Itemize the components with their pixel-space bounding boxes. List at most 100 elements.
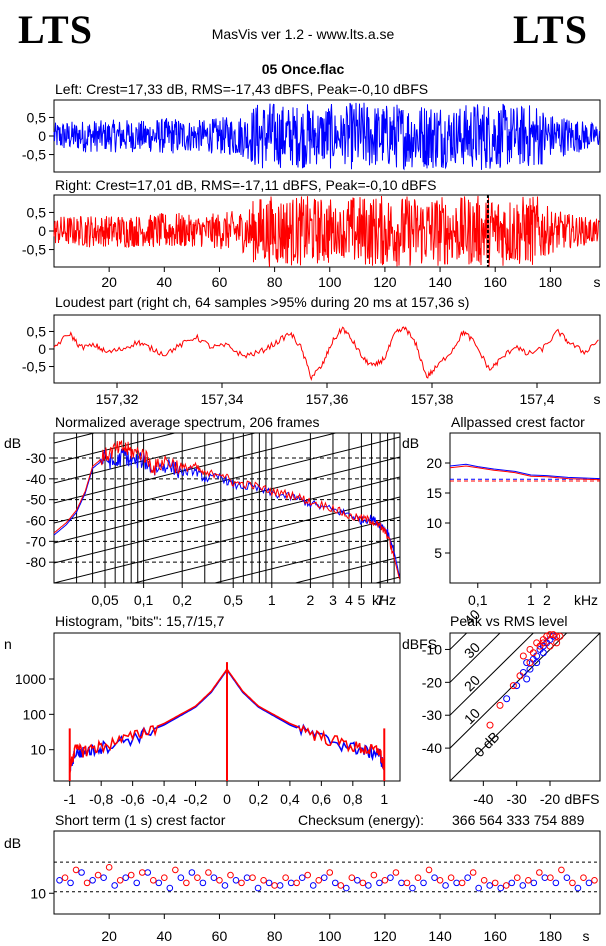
loudest-part-title: Loudest part (right ch, 64 samples >95% … bbox=[55, 294, 470, 310]
short-term-point-1 bbox=[447, 874, 455, 881]
peak-rms-point-1 bbox=[486, 721, 494, 729]
short-term-point-1 bbox=[172, 866, 179, 874]
short-term-point-0 bbox=[210, 874, 218, 881]
histogram-x-label: 0,6 bbox=[312, 791, 332, 807]
peak-rms-y-label: -10 bbox=[422, 641, 442, 657]
short-term-point-1 bbox=[149, 876, 157, 884]
histogram-x-label: 0,4 bbox=[280, 791, 300, 807]
short-term-point-0 bbox=[100, 874, 107, 881]
spectrum-slope-gridline bbox=[54, 496, 400, 583]
allpassed-y-label: 10 bbox=[426, 515, 442, 531]
loudest-part-x-label: 157,4 bbox=[519, 391, 554, 407]
spectrum-x-label: 0,1 bbox=[134, 592, 154, 608]
short-term-point-0 bbox=[221, 882, 229, 889]
short-term-point-0 bbox=[376, 879, 383, 887]
short-term-point-1 bbox=[238, 879, 245, 887]
left-channel-title: Left: Crest=17,33 dB, RMS=-17,43 dBFS, P… bbox=[55, 81, 429, 97]
left-waveform-y-label: -0,5 bbox=[22, 147, 46, 163]
short-term-point-0 bbox=[166, 884, 174, 892]
short-term-point-1 bbox=[72, 866, 80, 874]
short-term-point-0 bbox=[177, 874, 185, 881]
right-waveform-y-label: -0,5 bbox=[22, 242, 46, 258]
short-term-x-label: 160 bbox=[484, 928, 508, 944]
spectrum-x-label: 0,2 bbox=[172, 592, 192, 608]
short-term-point-1 bbox=[547, 874, 554, 881]
peak-rms-point-0 bbox=[519, 668, 527, 676]
spectrum-slope-gridline bbox=[293, 556, 400, 583]
allpassed-x-label: 1 bbox=[527, 592, 535, 608]
short-term-x-label: 100 bbox=[318, 928, 342, 944]
short-term-point-1 bbox=[271, 882, 278, 889]
peak-rms-point-1 bbox=[526, 645, 534, 653]
right-waveform-x-label: 160 bbox=[484, 274, 508, 290]
right-waveform-x-label: 120 bbox=[373, 274, 397, 290]
short-term-point-0 bbox=[232, 876, 240, 884]
allpassed-x-unit: kHz bbox=[574, 592, 598, 608]
spectrum-slope-gridline bbox=[54, 337, 400, 423]
spectrum-x-label: 5 bbox=[358, 592, 366, 608]
short-term-point-1 bbox=[127, 871, 135, 879]
histogram-x-label: -0,4 bbox=[152, 791, 176, 807]
peak-rms-y-label: -40 bbox=[422, 740, 442, 756]
loudest-part-trace bbox=[53, 326, 599, 382]
spectrum-slope-gridline bbox=[54, 433, 177, 464]
left-waveform-y-label: 0,5 bbox=[27, 109, 47, 125]
allpassed-y-label: 15 bbox=[426, 485, 442, 501]
peak-rms-point-0 bbox=[513, 682, 521, 690]
short-term-frame bbox=[53, 830, 601, 915]
short-term-point-1 bbox=[425, 866, 433, 874]
right-waveform-y-label: 0 bbox=[38, 223, 46, 239]
short-term-point-1 bbox=[513, 874, 521, 881]
peak-rms-x-label: -40 bbox=[473, 791, 493, 807]
peak-rms-y-unit: dBFS bbox=[402, 636, 437, 652]
peak-rms-point-1 bbox=[546, 631, 554, 639]
spectrum-slope-gridline bbox=[54, 433, 338, 504]
short-term-point-1 bbox=[183, 879, 190, 887]
right-channel-title: Right: Crest=17,01 dB, RMS=-17,11 dBFS, … bbox=[55, 177, 437, 193]
short-term-x-label: 180 bbox=[539, 928, 563, 944]
short-term-point-1 bbox=[94, 871, 102, 879]
short-term-point-0 bbox=[442, 882, 449, 889]
histogram-x-label: 0,8 bbox=[343, 791, 363, 807]
right-waveform-x-label: 180 bbox=[539, 274, 563, 290]
loudest-part-x-unit: s bbox=[594, 391, 601, 407]
spectrum-x-label: 1 bbox=[268, 592, 276, 608]
loudest-part-x-label: 157,34 bbox=[201, 391, 244, 407]
loudest-part-y-label: 0,5 bbox=[27, 323, 47, 339]
spectrum-title: Normalized average spectrum, 206 frames bbox=[55, 414, 320, 430]
spectrum-slope-gridline bbox=[54, 436, 400, 524]
short-term-point-0 bbox=[475, 884, 482, 892]
histogram-x-label: -1 bbox=[64, 791, 77, 807]
short-term-point-0 bbox=[155, 879, 163, 887]
short-term-point-0 bbox=[122, 874, 129, 881]
peak-rms-point-1 bbox=[516, 672, 524, 680]
short-term-point-1 bbox=[525, 876, 532, 884]
peak-rms-point-0 bbox=[523, 659, 531, 667]
short-term-x-label: 120 bbox=[373, 928, 397, 944]
lts-logo-left: LTS bbox=[18, 7, 93, 52]
short-term-point-1 bbox=[216, 876, 223, 884]
right-waveform-x-label: 60 bbox=[212, 274, 228, 290]
spectrum-x-unit: kHz bbox=[372, 592, 396, 608]
peak-rms-diagonal bbox=[450, 633, 568, 749]
short-term-point-0 bbox=[89, 876, 96, 884]
short-term-point-0 bbox=[276, 882, 284, 889]
histogram-y-label: 10 bbox=[30, 742, 46, 758]
short-term-point-0 bbox=[453, 879, 460, 887]
short-term-point-1 bbox=[359, 879, 367, 887]
short-term-point-0 bbox=[343, 884, 350, 892]
spectrum-trace-0 bbox=[53, 448, 400, 577]
allpassed-y-label: 20 bbox=[426, 455, 442, 471]
histogram-y-unit: n bbox=[4, 636, 12, 652]
short-term-point-0 bbox=[431, 874, 438, 881]
allpassed-y-unit: dB bbox=[402, 435, 419, 451]
right-waveform-trace bbox=[53, 195, 600, 267]
spectrum-y-label: -60 bbox=[26, 513, 46, 529]
histogram-y-label: 100 bbox=[23, 706, 47, 722]
peak-rms-x-label: -30 bbox=[507, 791, 527, 807]
spectrum-y-label: -40 bbox=[26, 471, 46, 487]
allpassed-x-label: 2 bbox=[543, 592, 551, 608]
short-term-point-0 bbox=[144, 869, 152, 876]
loudest-part-y-label: -0,5 bbox=[22, 359, 46, 375]
